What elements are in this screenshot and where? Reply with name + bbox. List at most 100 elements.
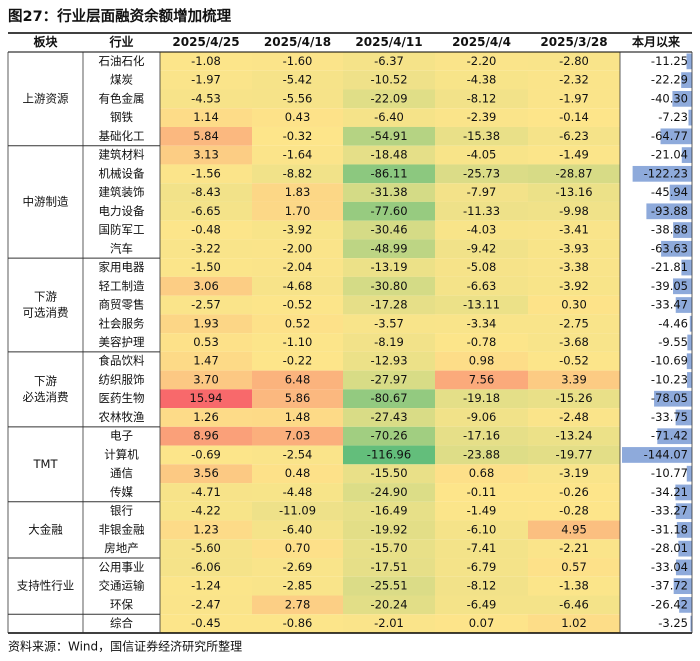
month-value: -64.77 — [651, 129, 688, 143]
heat-cell — [343, 595, 435, 615]
cell-value: -3.68 — [559, 335, 589, 349]
cell-value: -3.34 — [467, 316, 497, 330]
cell-value: 7.56 — [469, 372, 495, 386]
cell-value: -2.20 — [467, 54, 497, 68]
cell-value: -0.28 — [559, 504, 589, 518]
cell-value: -4.68 — [283, 279, 313, 293]
cell-value: -2.21 — [559, 541, 589, 555]
cell-value: -5.42 — [283, 73, 313, 87]
data-bar — [687, 372, 692, 388]
heat-cell — [343, 258, 435, 277]
industry: 交通运输 — [99, 579, 145, 593]
cell-value: 0.30 — [561, 298, 587, 312]
cell-value: -24.90 — [370, 485, 407, 499]
cell-value: -7.41 — [467, 541, 497, 555]
heat-cell — [528, 595, 620, 615]
cell-value: -25.51 — [370, 579, 407, 593]
cell-value: -2.48 — [559, 410, 589, 424]
cell-value: -6.23 — [559, 129, 589, 143]
data-bar — [675, 484, 692, 501]
column-header: 行业 — [108, 34, 133, 49]
heat-cell — [252, 445, 343, 465]
cell-value: -0.48 — [191, 223, 221, 237]
column-header: 2025/4/11 — [355, 35, 422, 49]
cell-value: -80.67 — [370, 391, 407, 405]
heat-cell — [528, 276, 620, 296]
heat-cell — [252, 426, 343, 446]
cell-value: -2.04 — [283, 260, 313, 274]
cell-value: 1.93 — [193, 316, 219, 330]
cell-value: -4.05 — [467, 148, 497, 162]
heat-cell — [435, 52, 528, 71]
cell-value: -0.45 — [191, 616, 221, 630]
sector: 可选消费 — [23, 306, 69, 320]
heat-cell — [160, 70, 252, 90]
heat-cell — [528, 408, 620, 427]
heat-cell — [343, 539, 435, 559]
sector: TMT — [33, 457, 59, 471]
heat-cell — [252, 145, 343, 165]
industry: 传媒 — [110, 485, 133, 499]
cell-value: 3.13 — [193, 148, 219, 162]
heat-cell — [343, 220, 435, 240]
data-bar — [675, 297, 692, 313]
heat-cell — [528, 483, 620, 502]
heat-cell — [343, 89, 435, 109]
data-bar — [686, 53, 692, 70]
month-value: -21.04 — [651, 148, 688, 162]
cell-value: -15.26 — [555, 391, 592, 405]
data-bar — [654, 390, 692, 407]
cell-value: 3.70 — [193, 372, 219, 386]
industry: 医药生物 — [99, 391, 145, 405]
industry: 家用电器 — [99, 260, 145, 274]
cell-value: -5.56 — [283, 91, 313, 105]
data-bar — [679, 597, 692, 613]
heat-cell — [343, 276, 435, 296]
industry: 电子 — [110, 429, 133, 443]
cell-value: -15.70 — [370, 541, 407, 555]
heat-cell — [160, 389, 252, 409]
cell-value: -2.85 — [283, 579, 313, 593]
heat-cell — [435, 501, 528, 521]
industry: 房地产 — [104, 541, 139, 555]
cell-value: -3.92 — [559, 279, 589, 293]
cell-value: -12.93 — [370, 354, 407, 368]
industry: 轻工制造 — [99, 279, 145, 293]
data-bar — [690, 615, 692, 632]
cell-value: 3.56 — [193, 466, 219, 480]
heat-cell — [252, 464, 343, 484]
month-value: -33.75 — [651, 410, 688, 424]
cell-value: -0.26 — [559, 485, 589, 499]
heat-cell — [435, 520, 528, 540]
heat-cell — [435, 483, 528, 502]
heat-cell — [160, 164, 252, 184]
industry: 美容护理 — [99, 335, 145, 349]
industry: 建筑材料 — [99, 148, 145, 162]
heat-cell — [528, 426, 620, 446]
heat-cell — [160, 445, 252, 465]
cell-value: -1.38 — [559, 579, 589, 593]
heat-cell — [435, 614, 528, 633]
heat-cell — [528, 70, 620, 90]
industry: 农林牧渔 — [99, 410, 145, 424]
cell-value: -1.50 — [191, 260, 221, 274]
heat-cell — [252, 389, 343, 409]
heat-cell — [435, 164, 528, 184]
cell-value: -27.97 — [370, 372, 407, 386]
heat-cell — [343, 70, 435, 90]
cell-value: 4.95 — [561, 522, 587, 536]
heat-cell — [343, 52, 435, 71]
cell-value: -0.78 — [467, 335, 497, 349]
heat-cell — [160, 201, 252, 221]
cell-value: 5.86 — [285, 391, 311, 405]
heat-cell — [160, 183, 252, 202]
heat-cell — [160, 576, 252, 596]
cell-value: -2.57 — [191, 298, 221, 312]
heat-cell — [435, 314, 528, 334]
heat-cell — [252, 52, 343, 71]
cell-value: -13.19 — [370, 260, 407, 274]
heat-cell — [435, 408, 528, 427]
cell-value: -4.03 — [467, 223, 497, 237]
cell-value: -2.01 — [374, 616, 404, 630]
